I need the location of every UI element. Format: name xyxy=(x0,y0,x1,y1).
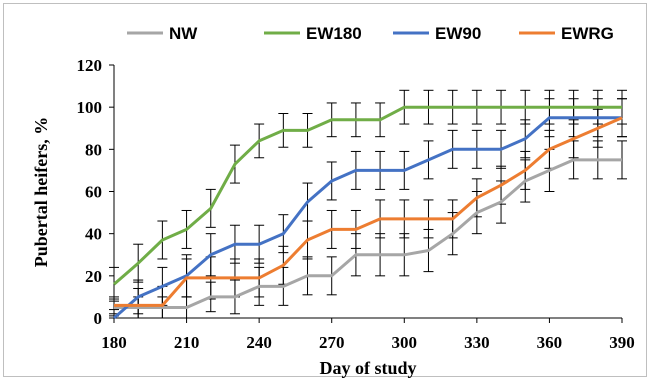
x-tick-label: 300 xyxy=(392,333,418,352)
y-tick-label: 0 xyxy=(94,309,103,328)
series-line-nw xyxy=(114,158,622,309)
y-tick-label: 100 xyxy=(77,98,103,117)
legend-label-ew180: EW180 xyxy=(306,24,362,43)
series-line-ew180 xyxy=(113,105,622,286)
legend-label-nw: NW xyxy=(169,24,198,43)
x-tick-label: 270 xyxy=(319,333,345,352)
error-bars xyxy=(109,89,627,318)
x-tick-label: 210 xyxy=(174,333,200,352)
x-tick-label: 330 xyxy=(464,333,490,352)
series-line-ewrg xyxy=(114,116,623,307)
y-tick-label: 120 xyxy=(77,56,103,75)
legend: NW EW180 EW90 EWRG xyxy=(127,24,614,43)
x-axis-title: Day of study xyxy=(319,358,416,378)
y-tick-label: 40 xyxy=(85,225,102,244)
x-tick-label: 240 xyxy=(246,333,272,352)
y-tick-label: 80 xyxy=(85,140,102,159)
axes: 0 20 40 60 80 100 120 180 210 240 270 300 330 360 390 xyxy=(77,56,635,352)
y-tick-label: 20 xyxy=(85,267,102,286)
x-tick-label: 180 xyxy=(101,333,127,352)
legend-label-ewrg: EWRG xyxy=(561,24,614,43)
x-tick-label: 390 xyxy=(609,333,635,352)
legend-label-ew90: EW90 xyxy=(435,24,481,43)
y-axis-title: Pubertal heifers, % xyxy=(31,117,51,267)
series-lines xyxy=(113,105,623,320)
y-tick-label: 60 xyxy=(85,183,102,202)
x-tick-label: 360 xyxy=(537,333,563,352)
series-line-ew90 xyxy=(113,116,622,320)
